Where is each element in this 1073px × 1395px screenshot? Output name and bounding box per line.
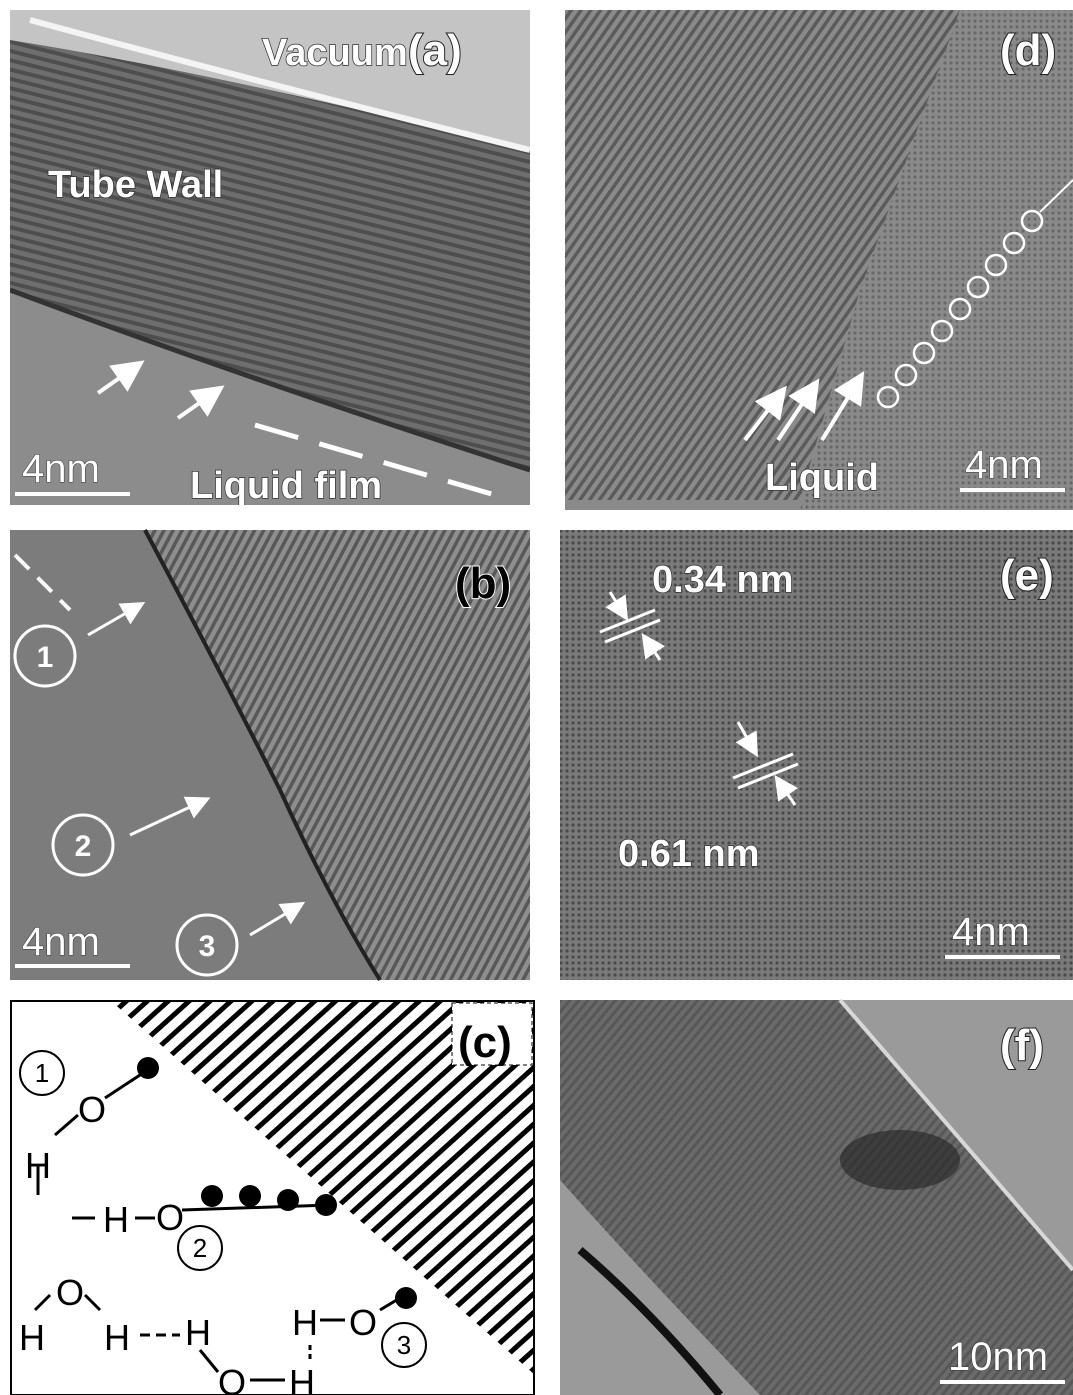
atom: H [103,1199,129,1240]
atom: H [289,1362,315,1395]
panel-label: (c) [458,1018,512,1067]
atom: H [19,1317,45,1358]
panel-label: (b) [455,559,511,608]
panel-label: (d) [1000,26,1056,75]
marker-label: 2 [193,1233,207,1263]
scale-label: 4nm [965,443,1043,487]
dark-region [840,1130,960,1190]
panel-e: 0.34 nm 0.61 nm (e) 4nm [560,530,1073,980]
marker-label: 2 [75,830,92,863]
label-text: Vacuum [262,32,408,74]
label-text: 0.34 nm [652,559,794,601]
panel-f: (f) 10nm [560,1000,1073,1395]
panel-label: (e) [1000,551,1054,600]
scale-label: 4nm [22,920,100,964]
atom: O [218,1362,246,1395]
panel-a: Vacuum Tube Wall Liquid film (a) 4nm [10,10,530,507]
atom: O [78,1089,106,1130]
marker-label: 3 [397,1330,411,1360]
label-text: Tube Wall [48,164,223,206]
marker-label: 1 [35,1058,49,1088]
marker-label: 3 [199,930,216,963]
panel-label: (a) [408,26,462,75]
label-text: 0.61 nm [618,833,760,875]
atom: O [56,1272,84,1313]
figure: Vacuum Tube Wall Liquid film (a) 4nm Liq… [0,0,1073,1395]
atom: H [292,1302,318,1343]
marker-label: 1 [37,641,54,674]
panel-c: (c) 1 2 3 O H H O O H H H O H H O [11,1000,535,1395]
label-text: Liquid [765,457,879,499]
panel-b: 1 2 3 (b) 4nm [10,530,530,980]
atom: H [185,1312,211,1353]
panel-d: Liquid (d) 4nm [565,10,1073,510]
scale-label: 4nm [22,447,100,491]
label-text: Liquid film [190,465,382,507]
atom: H [25,1145,51,1186]
atom: H [104,1317,130,1358]
panel-label: (f) [1000,1021,1044,1070]
scale-label: 10nm [948,1335,1048,1379]
scale-label: 4nm [952,910,1030,954]
atom: O [156,1197,184,1238]
atom: O [349,1302,377,1343]
